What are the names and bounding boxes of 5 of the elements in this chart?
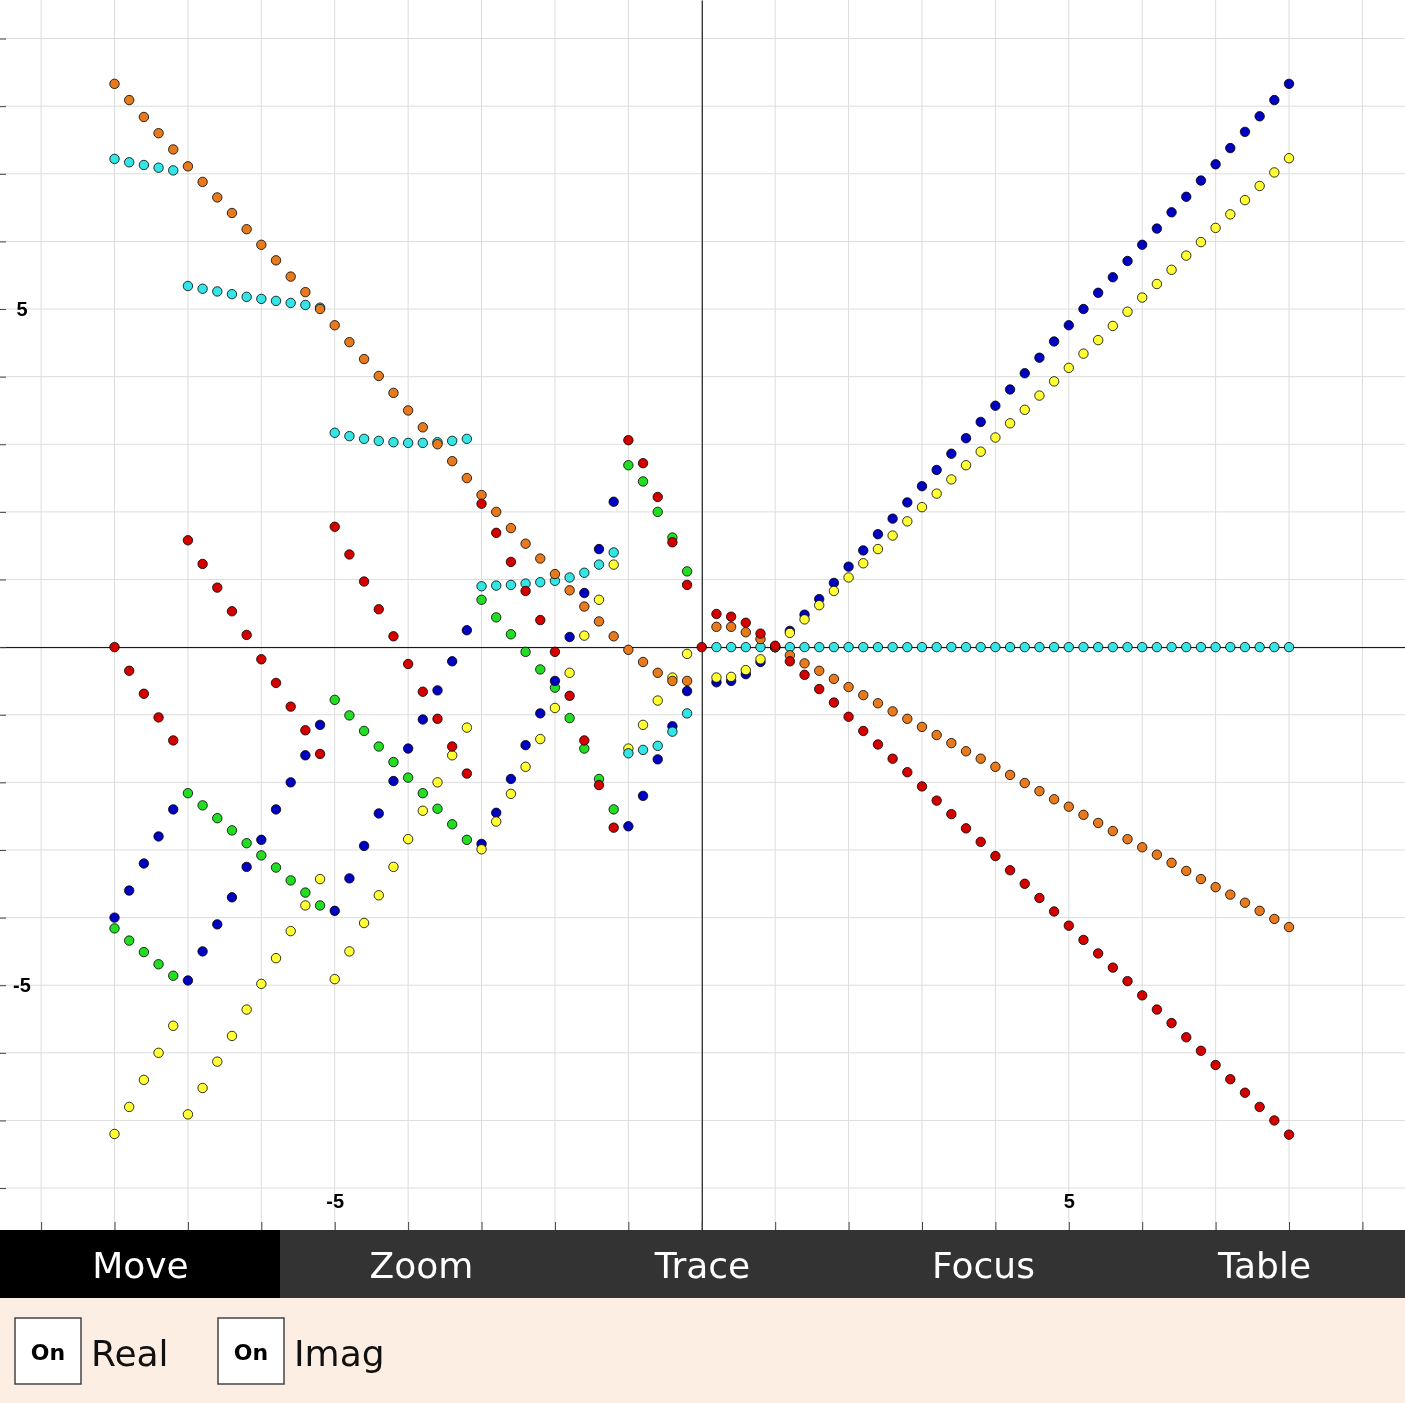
toggle-button: On bbox=[14, 1317, 82, 1385]
toolbar: Move Zoom Trace Focus Table bbox=[0, 1230, 1405, 1298]
text: Imag bbox=[294, 1333, 385, 1374]
toggle-button: On bbox=[217, 1317, 285, 1385]
text: Real bbox=[91, 1333, 169, 1374]
